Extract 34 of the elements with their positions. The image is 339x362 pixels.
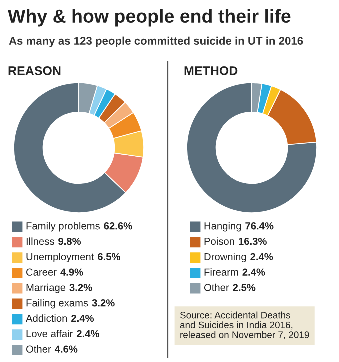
source-note: Source: Accidental Deaths and Suicides in India 2016, released on November 7, 2019 [180, 312, 310, 340]
legend-label: Poison [204, 238, 234, 246]
legend-label: Other [26, 345, 52, 353]
data-label: 9.8% [58, 238, 82, 246]
data-label: 76.4% [246, 222, 274, 230]
data-label: 4.6% [54, 346, 78, 353]
legend-label: Failing exams [26, 299, 88, 309]
text: Why & how people end their life [8, 9, 291, 27]
legend-label: Career [26, 268, 57, 276]
legend-label: Firearm [204, 268, 238, 276]
data-label: 2.4% [250, 253, 274, 260]
text: As many as 123 people committed suicide in UT in 2016 [9, 36, 304, 48]
data-label: 4.9% [60, 268, 84, 276]
data-label: 2.4% [72, 314, 94, 322]
data-label: 2.4% [242, 268, 266, 276]
donut-slice [186, 82, 318, 214]
data-label: 2.5% [233, 284, 256, 292]
legend-label: Family problems [26, 222, 100, 232]
legend-label: Unemployment [26, 253, 94, 263]
chart-title: METHOD [184, 66, 238, 76]
data-label: 2.4% [76, 330, 100, 338]
legend-label: Love affair [26, 330, 73, 338]
data-label: 16.3% [239, 238, 267, 246]
legend-label: Marriage [26, 284, 66, 294]
legend-label: Drowning [204, 253, 246, 263]
chart-title: REASON [8, 66, 61, 76]
data-label: 3.2% [70, 284, 92, 292]
data-label: 3.2% [92, 300, 115, 307]
data-label: 62.6% [104, 222, 132, 230]
legend-label: Illness [26, 238, 54, 246]
data-label: 6.5% [98, 253, 120, 261]
legend-label: Hanging [204, 222, 242, 232]
legend-label: Other [204, 284, 230, 292]
legend-label: Addiction [26, 314, 68, 322]
